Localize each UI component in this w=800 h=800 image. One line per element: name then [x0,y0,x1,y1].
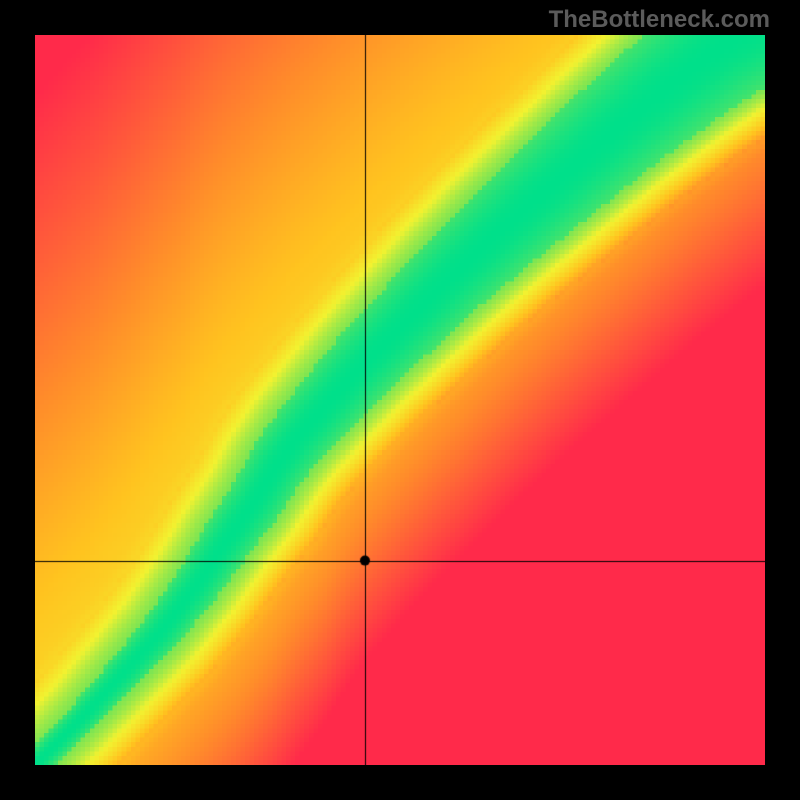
chart-container: TheBottleneck.com [0,0,800,800]
bottleneck-heatmap [35,35,765,765]
watermark-text: TheBottleneck.com [549,6,770,34]
